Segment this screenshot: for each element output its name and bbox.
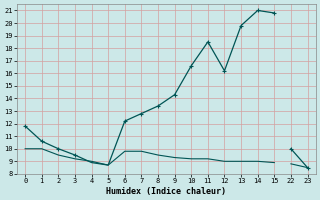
X-axis label: Humidex (Indice chaleur): Humidex (Indice chaleur) (106, 187, 226, 196)
